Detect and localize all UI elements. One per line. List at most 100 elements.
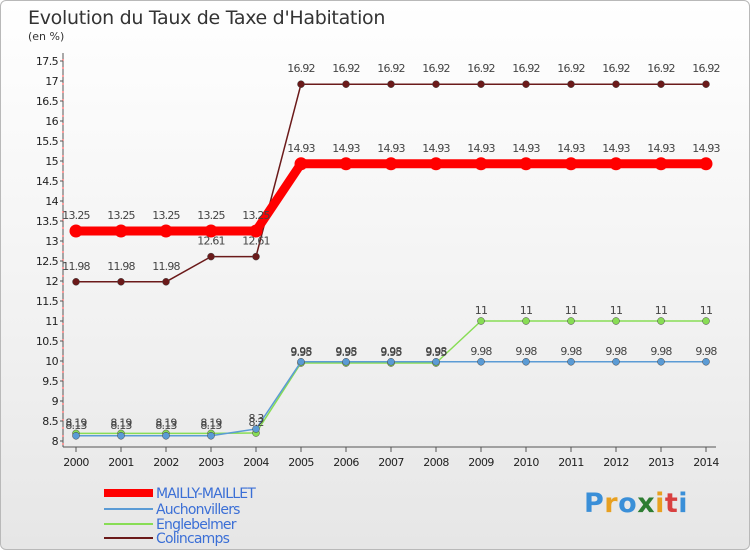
- data-label: 8.13: [200, 419, 222, 432]
- legend-label: Colincamps: [156, 531, 230, 547]
- y-tick-label: 11.5: [36, 295, 59, 308]
- y-tick-label: 17.5: [36, 55, 59, 68]
- data-label: 8.2: [248, 416, 263, 429]
- data-label: 8.19: [155, 416, 177, 429]
- data-point: [429, 157, 443, 171]
- x-tick-label: 2008: [423, 456, 449, 469]
- data-label: 14.93: [332, 142, 360, 155]
- data-point: [477, 358, 485, 366]
- x-tick-label: 2003: [198, 456, 224, 469]
- logo-letter: t: [664, 488, 679, 519]
- data-point: [474, 157, 488, 171]
- data-point: [207, 432, 215, 440]
- data-label: 16.92: [467, 62, 495, 75]
- y-tick-label: 12.5: [36, 255, 59, 268]
- data-label: 14.93: [422, 142, 450, 155]
- data-point: [522, 358, 530, 366]
- data-point: [117, 278, 125, 286]
- logo-letter: P: [584, 488, 605, 519]
- data-label: 8.13: [155, 419, 177, 432]
- data-label: 9.98: [470, 345, 492, 358]
- data-label: 13.25: [197, 209, 225, 222]
- data-point: [654, 157, 668, 171]
- data-point: [702, 358, 710, 366]
- data-label: 8.19: [65, 416, 87, 429]
- y-tick-label: 9.5: [42, 375, 58, 388]
- data-label: 14.93: [287, 142, 315, 155]
- data-point: [564, 157, 578, 171]
- data-point: [204, 224, 218, 238]
- data-point: [567, 80, 575, 88]
- data-label: 9.95: [425, 346, 447, 359]
- data-label: 14.93: [377, 142, 405, 155]
- data-label: 9.98: [380, 345, 402, 358]
- legend-label: MAILLY-MAILLET: [156, 486, 256, 502]
- data-point: [72, 432, 80, 440]
- data-label: 16.92: [332, 62, 360, 75]
- data-label: 9.98: [560, 345, 582, 358]
- y-tick-label: 8: [52, 435, 59, 448]
- data-label: 16.92: [377, 62, 405, 75]
- x-tick-label: 2000: [63, 456, 89, 469]
- data-label: 16.92: [512, 62, 540, 75]
- y-tick-label: 12: [45, 275, 58, 288]
- x-tick-label: 2005: [288, 456, 314, 469]
- y-tick-label: 14: [45, 195, 58, 208]
- y-tick-label: 16: [45, 115, 58, 128]
- data-point: [294, 157, 308, 171]
- y-tick-label: 13.5: [36, 215, 59, 228]
- data-label: 14.93: [647, 142, 675, 155]
- data-point: [162, 432, 170, 440]
- data-label: 11.98: [152, 260, 180, 273]
- data-point: [657, 358, 665, 366]
- legend-label: Auchonvillers: [156, 502, 240, 518]
- data-label: 13.25: [62, 209, 90, 222]
- y-tick-label: 14.5: [36, 175, 59, 188]
- data-label: 16.92: [647, 62, 675, 75]
- data-label: 8.13: [110, 419, 132, 432]
- data-point: [657, 317, 665, 325]
- data-label: 9.95: [380, 346, 402, 359]
- data-label: 13.25: [107, 209, 135, 222]
- data-point: [162, 278, 170, 286]
- data-point: [69, 224, 83, 238]
- data-point: [657, 80, 665, 88]
- data-label: 9.95: [335, 346, 357, 359]
- data-point: [252, 252, 260, 261]
- y-tick-label: 15.5: [36, 135, 59, 148]
- data-point: [207, 252, 215, 261]
- x-tick-label: 2010: [513, 456, 539, 469]
- x-tick-label: 2012: [603, 456, 629, 469]
- data-point: [387, 358, 395, 366]
- data-point: [117, 432, 125, 440]
- data-point: [522, 80, 530, 88]
- data-point: [522, 317, 530, 325]
- data-point: [342, 80, 350, 88]
- data-label: 9.98: [695, 345, 717, 358]
- data-label: 14.93: [557, 142, 585, 155]
- data-point: [612, 80, 620, 88]
- data-label: 11.98: [62, 260, 90, 273]
- data-point: [114, 224, 128, 238]
- y-tick-label: 10: [45, 355, 58, 368]
- data-label: 13.25: [242, 209, 270, 222]
- data-label: 14.93: [692, 142, 720, 155]
- x-tick-label: 2011: [558, 456, 584, 469]
- data-label: 9.98: [515, 345, 537, 358]
- data-label: 9.98: [425, 345, 447, 358]
- data-label: 8.13: [65, 419, 87, 432]
- data-label: 11: [520, 304, 532, 317]
- y-tick-label: 11: [45, 315, 58, 328]
- logo-letter: x: [637, 488, 656, 519]
- y-tick-label: 15: [45, 155, 58, 168]
- x-tick-label: 2009: [468, 456, 494, 469]
- data-label: 9.95: [290, 346, 312, 359]
- data-label: 11: [565, 304, 577, 317]
- x-tick-label: 2007: [378, 456, 404, 469]
- y-tick-label: 8.5: [42, 415, 58, 428]
- data-label: 16.92: [557, 62, 585, 75]
- data-label: 8.19: [200, 416, 222, 429]
- chart-unit: (en %): [28, 30, 65, 43]
